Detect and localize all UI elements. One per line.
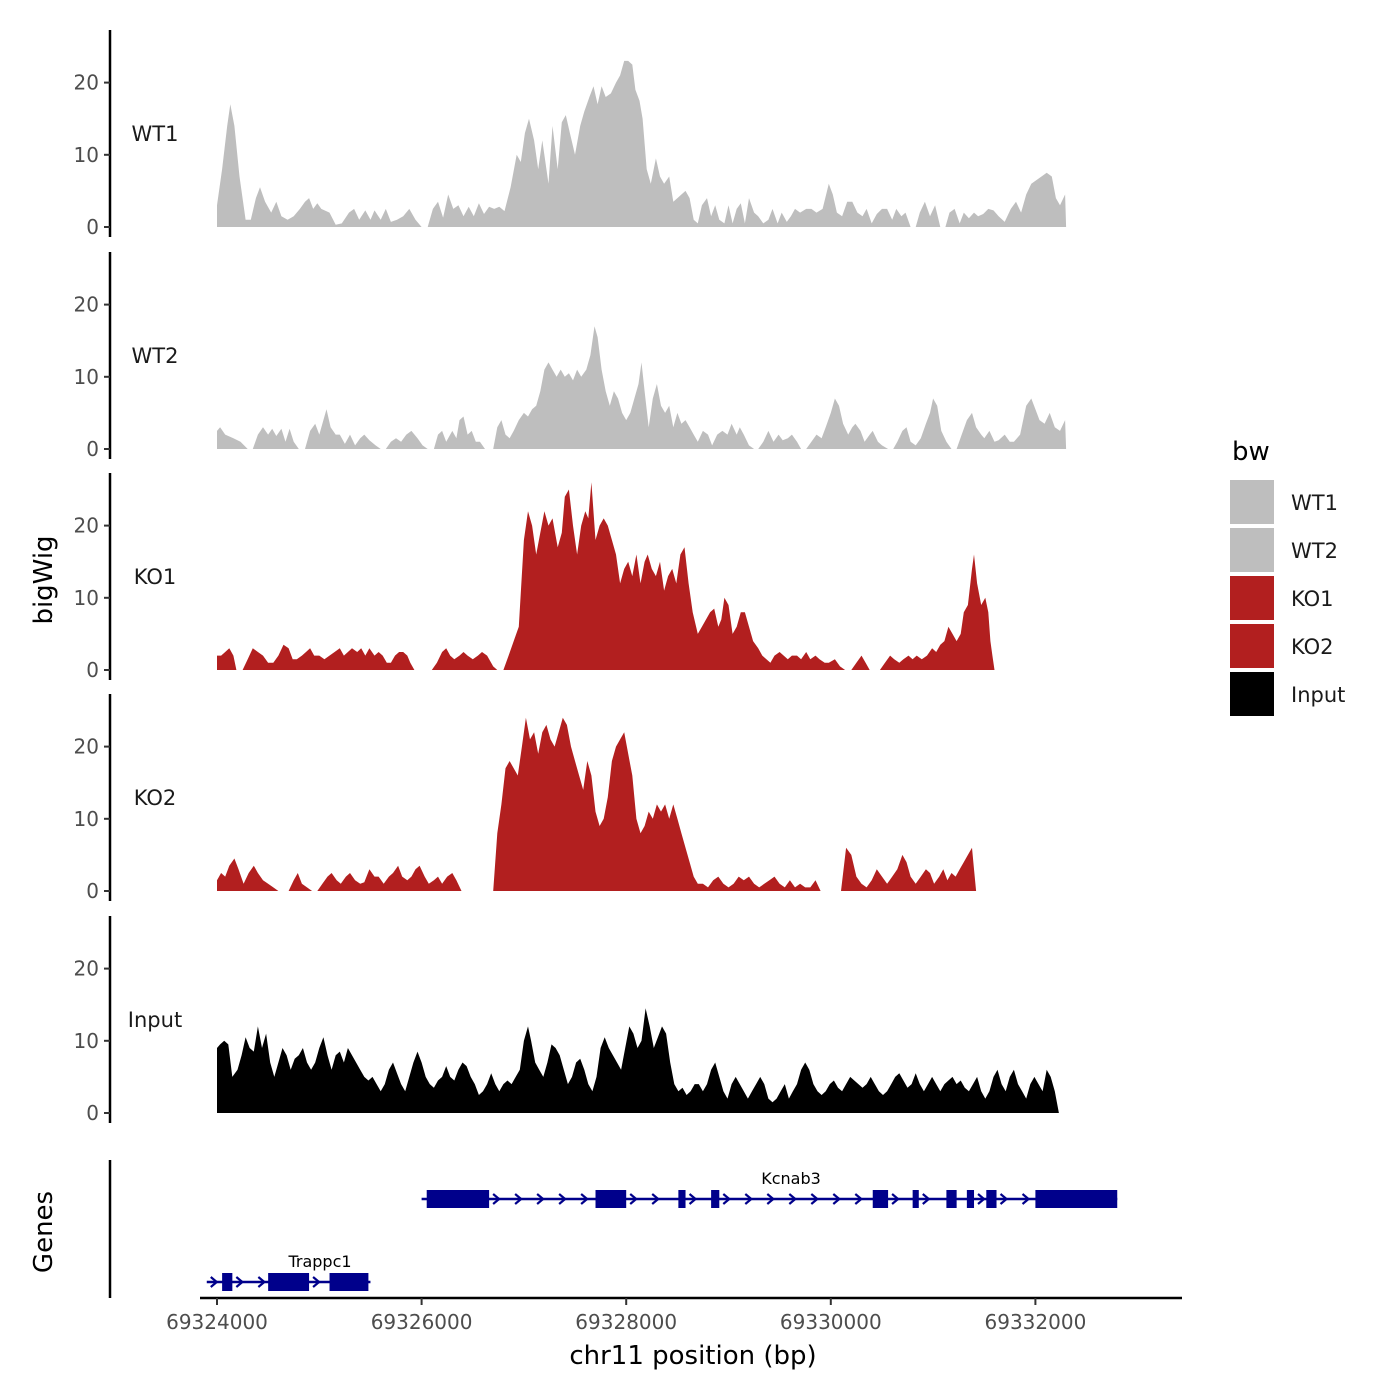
- track-label: Input: [128, 1008, 182, 1032]
- gene-exon: [711, 1190, 720, 1208]
- strand-arrow: [651, 1193, 660, 1205]
- y-tick-label: 0: [86, 215, 99, 239]
- legend-key-input: [1230, 672, 1274, 716]
- track-wt1: 0 10 20 WT1: [74, 30, 1067, 239]
- gene-exon: [678, 1190, 686, 1208]
- track-wt2: 0 10 20 WT2: [74, 252, 1067, 461]
- legend-key-ko2: [1230, 624, 1274, 668]
- strand-arrow: [766, 1193, 776, 1205]
- track-label: KO1: [134, 565, 177, 589]
- y-tick-label: 10: [74, 586, 99, 610]
- strand-arrow: [977, 1193, 986, 1205]
- strand-arrow: [810, 1193, 820, 1205]
- y-tick-label: 20: [74, 514, 99, 538]
- legend-label: WT1: [1291, 491, 1338, 515]
- y-axis-title: bigWig: [29, 535, 59, 624]
- strand-arrow: [312, 1276, 321, 1288]
- gene-exon: [872, 1190, 889, 1208]
- legend-key-ko1: [1230, 576, 1274, 620]
- gene-exon: [268, 1273, 310, 1291]
- x-tick-label: 69330000: [780, 1310, 882, 1334]
- y-tick-label: 20: [74, 957, 99, 981]
- gene-kcnab3: Kcnab3: [421, 1169, 1118, 1208]
- gene-label: Trappc1: [287, 1252, 351, 1271]
- signal-area-ko1: [217, 482, 995, 670]
- y-tick-label: 10: [74, 365, 99, 389]
- y-tick-label: 10: [74, 807, 99, 831]
- signal-tracks: 0 10 20 WT1 0 10 20 WT2 0 10 20 KO1 0 10 20 KO2 0 10 20 Inp…: [74, 30, 1067, 1125]
- x-tick-label: 69326000: [371, 1310, 473, 1334]
- signal-area-input: [217, 1008, 1059, 1113]
- gene-exon: [329, 1273, 369, 1291]
- gene-track: Trappc1 Kcnab3: [108, 1160, 1118, 1298]
- signal-area-wt2: [217, 326, 1067, 449]
- y-tick-label: 0: [86, 879, 99, 903]
- track-label: KO2: [134, 786, 177, 810]
- legend: bw WT1 WT2 KO1 KO2 Input: [1230, 437, 1345, 716]
- track-ko1: 0 10 20 KO1: [74, 473, 995, 682]
- y-tick-label: 0: [86, 658, 99, 682]
- strand-arrow: [580, 1193, 589, 1205]
- strand-arrow: [999, 1193, 1009, 1205]
- gene-exon: [595, 1190, 627, 1208]
- strand-arrow: [788, 1193, 798, 1205]
- legend-title: bw: [1232, 437, 1270, 467]
- signal-area-wt1: [217, 60, 1067, 228]
- gene-exon: [1035, 1190, 1118, 1208]
- legend-key-wt2: [1230, 528, 1274, 572]
- legend-key-wt1: [1230, 480, 1274, 524]
- gene-exon: [966, 1190, 975, 1208]
- y-tick-label: 20: [74, 293, 99, 317]
- strand-arrow: [891, 1193, 900, 1205]
- gene-exon: [986, 1190, 997, 1208]
- x-tick-label: 69324000: [166, 1310, 268, 1334]
- strand-arrow: [210, 1276, 219, 1288]
- strand-arrow: [832, 1193, 842, 1205]
- legend-label: KO2: [1291, 635, 1334, 659]
- strand-arrow: [492, 1193, 501, 1205]
- strand-arrow: [558, 1193, 567, 1205]
- y-tick-label: 0: [86, 437, 99, 461]
- track-ko2: 0 10 20 KO2: [74, 694, 977, 903]
- y-tick-label: 10: [74, 1029, 99, 1053]
- legend-label: Input: [1291, 683, 1345, 707]
- gene-exon: [426, 1190, 490, 1208]
- strand-arrow: [922, 1193, 931, 1205]
- x-axis-title: chr11 position (bp): [569, 1341, 816, 1371]
- x-axis: 69324000 69326000 69328000 69330000 69332000: [166, 1296, 1182, 1334]
- y-tick-label: 20: [74, 735, 99, 759]
- x-tick-label: 69332000: [985, 1310, 1087, 1334]
- y-tick-label: 0: [86, 1101, 99, 1125]
- strand-arrow: [688, 1193, 698, 1205]
- strand-arrow: [629, 1193, 638, 1205]
- strand-arrow: [514, 1193, 523, 1205]
- strand-arrow: [722, 1193, 732, 1205]
- strand-arrow: [235, 1276, 245, 1288]
- strand-arrow: [854, 1193, 864, 1205]
- y-tick-label: 10: [74, 143, 99, 167]
- gene-exon: [912, 1190, 919, 1208]
- strand-arrow: [536, 1193, 545, 1205]
- track-input: 0 10 20 Input: [74, 916, 1059, 1125]
- gene-trappc1: Trappc1: [206, 1252, 371, 1291]
- genes-title: Genes: [29, 1191, 59, 1273]
- x-tick-label: 69328000: [575, 1310, 677, 1334]
- track-label: WT2: [132, 344, 179, 368]
- strand-arrow: [1021, 1193, 1031, 1205]
- strand-arrow: [257, 1276, 267, 1288]
- y-tick-label: 20: [74, 71, 99, 95]
- strand-arrow: [744, 1193, 754, 1205]
- gene-exon: [222, 1273, 233, 1291]
- signal-area-ko2: [217, 717, 977, 891]
- legend-label: KO1: [1291, 587, 1334, 611]
- track-label: WT1: [132, 122, 179, 146]
- legend-label: WT2: [1291, 539, 1338, 563]
- gene-label: Kcnab3: [761, 1169, 821, 1188]
- gene-exon: [946, 1190, 957, 1208]
